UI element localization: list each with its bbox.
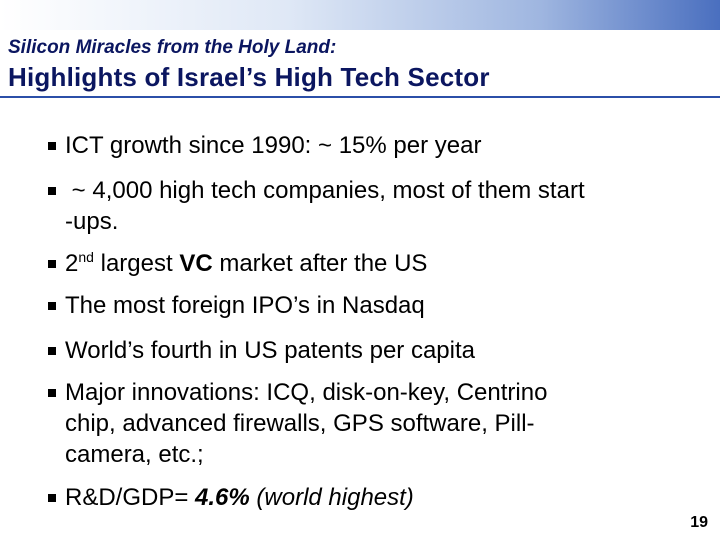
bullet-text: camera, etc.; bbox=[65, 441, 204, 468]
bullet-text: Major innovations: ICQ, disk-on-key, Cen… bbox=[65, 379, 548, 406]
title: Highlights of Israel’s High Tech Sector bbox=[8, 62, 490, 92]
page-number: 19 bbox=[690, 514, 708, 531]
superscript: nd bbox=[78, 249, 94, 265]
bullet: ~ 4,000 high tech companies, most of the… bbox=[48, 175, 585, 237]
bullet-text: market after the US bbox=[212, 250, 428, 277]
bullet-marker bbox=[48, 142, 56, 150]
bullet: ICT growth since 1990: ~ 15% per year bbox=[48, 130, 481, 161]
bullet-text: R&D/GDP= bbox=[65, 484, 196, 511]
bullet: World’s fourth in US patents per capita bbox=[48, 335, 475, 366]
bullet-marker bbox=[48, 260, 56, 268]
bullet-marker bbox=[48, 389, 56, 397]
bold-text: VC bbox=[179, 250, 213, 277]
title-rule bbox=[0, 96, 720, 98]
bullet-marker bbox=[48, 494, 56, 502]
bullet-marker bbox=[48, 302, 56, 310]
bullet: 2nd largest VC market after the US bbox=[48, 248, 427, 279]
italic-text: (world highest) bbox=[249, 484, 414, 511]
bullet-text: World’s fourth in US patents per capita bbox=[65, 337, 475, 364]
bullet-text: chip, advanced firewalls, GPS software, … bbox=[65, 410, 535, 437]
bullet-text: The most foreign IPO’s in Nasdaq bbox=[65, 292, 425, 319]
bullet-text: ICT growth since 1990: ~ 15% per year bbox=[65, 132, 482, 159]
bullet-marker bbox=[48, 347, 56, 355]
bullet-text: ~ 4,000 high tech companies, most of the… bbox=[65, 177, 585, 204]
bullet: R&D/GDP= 4.6% (world highest) bbox=[48, 482, 414, 513]
bullet-marker bbox=[48, 187, 56, 195]
bullet-text: 2 bbox=[65, 250, 79, 277]
bold-italic-text: 4.6% bbox=[195, 484, 250, 511]
bullet-text: largest bbox=[93, 250, 180, 277]
top-bar bbox=[0, 0, 720, 30]
subtitle: Silicon Miracles from the Holy Land: bbox=[8, 37, 337, 58]
bullet: Major innovations: ICQ, disk-on-key, Cen… bbox=[48, 377, 547, 470]
bullet: The most foreign IPO’s in Nasdaq bbox=[48, 290, 425, 321]
bullet-text: -ups. bbox=[65, 208, 119, 235]
